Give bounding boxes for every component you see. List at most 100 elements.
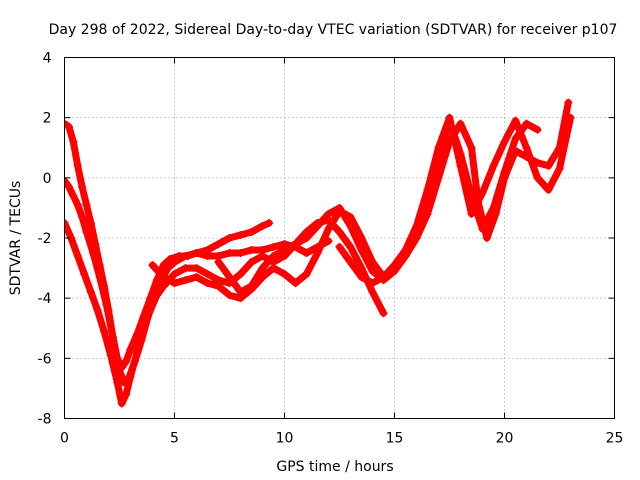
data-point-marker	[236, 249, 245, 258]
data-point-marker	[555, 164, 564, 173]
data-point-marker	[533, 173, 542, 182]
data-point-marker	[64, 182, 73, 191]
data-point-marker	[489, 161, 498, 170]
data-point-marker	[412, 221, 421, 230]
data-point-marker	[78, 212, 87, 221]
data-point-marker	[564, 98, 573, 107]
data-point-marker	[82, 227, 91, 236]
data-point-marker	[544, 161, 553, 170]
data-point-marker	[89, 249, 98, 258]
x-axis-label: GPS time / hours	[276, 459, 393, 475]
data-point-marker	[236, 288, 245, 297]
data-point-marker	[302, 234, 311, 242]
data-point-marker	[236, 230, 245, 239]
data-point-marker	[269, 264, 278, 273]
data-point-marker	[368, 279, 377, 288]
data-point-marker	[159, 282, 168, 291]
data-point-marker	[302, 270, 311, 279]
data-point-marker	[346, 243, 355, 252]
data-point-marker	[265, 218, 274, 227]
data-point-marker	[522, 143, 531, 152]
y-tick-label: -4	[38, 291, 52, 307]
data-point-marker	[467, 143, 476, 152]
data-point-marker	[203, 270, 212, 279]
y-tick-label: -6	[38, 351, 52, 367]
data-point-marker	[170, 270, 179, 279]
data-point-marker	[368, 267, 377, 276]
data-point-marker	[170, 258, 179, 267]
x-tick-label: 20	[496, 431, 514, 447]
data-point-marker	[335, 203, 344, 212]
data-point-marker	[478, 188, 487, 197]
data-point-marker	[423, 209, 432, 218]
data-point-marker	[511, 116, 520, 125]
data-point-marker	[80, 270, 89, 279]
data-point-marker	[491, 209, 500, 218]
data-point-marker	[192, 264, 201, 273]
data-point-marker	[247, 227, 256, 236]
data-point-marker	[82, 200, 91, 209]
data-point-marker	[544, 185, 553, 194]
data-point-marker	[324, 224, 333, 233]
data-point-marker	[181, 276, 190, 285]
data-point-marker	[73, 161, 82, 170]
data-point-marker	[335, 243, 344, 252]
data-point-marker	[64, 218, 69, 227]
data-point-marker	[280, 270, 289, 279]
data-point-marker	[269, 243, 278, 252]
data-point-marker	[280, 246, 289, 255]
data-point-marker	[69, 137, 78, 146]
data-point-marker	[126, 372, 135, 381]
series-track-6	[335, 113, 575, 288]
data-point-marker	[126, 345, 135, 354]
data-point-marker	[225, 249, 234, 258]
data-point-marker	[456, 119, 465, 128]
data-point-marker	[203, 252, 212, 261]
data-point-marker	[203, 279, 212, 288]
data-point-marker	[357, 273, 366, 282]
data-point-marker	[566, 113, 575, 122]
data-point-marker	[379, 273, 388, 282]
data-point-marker	[456, 161, 465, 170]
y-tick-label: 2	[43, 111, 52, 127]
data-point-marker	[117, 399, 126, 408]
data-point-marker	[148, 261, 157, 270]
data-point-marker	[122, 390, 131, 399]
axis-ticks: 0 5 10 15 20 25 -8 -6 -4 -2 0 2 4	[38, 51, 624, 447]
data-point-marker	[139, 324, 148, 333]
data-point-marker	[78, 182, 87, 191]
data-point-marker	[390, 261, 399, 270]
data-point-marker	[511, 146, 520, 155]
data-point-marker	[269, 252, 278, 261]
data-point-marker	[163, 264, 172, 273]
data-point-marker	[108, 333, 117, 342]
data-point-marker	[313, 221, 322, 230]
chart-title: Day 298 of 2022, Sidereal Day-to-day VTE…	[49, 22, 618, 38]
series-track-5	[214, 98, 573, 297]
data-point-marker	[64, 119, 69, 128]
data-point-marker	[324, 209, 333, 218]
data-point-marker	[152, 291, 161, 300]
data-point-marker	[181, 252, 190, 261]
x-tick-label: 10	[276, 431, 294, 447]
data-point-marker	[511, 134, 520, 143]
y-tick-label: -8	[38, 412, 52, 428]
data-point-marker	[258, 221, 267, 230]
data-point-marker	[102, 300, 111, 309]
data-point-marker	[159, 273, 168, 282]
x-tick-label: 5	[170, 431, 179, 447]
data-point-marker	[192, 273, 201, 282]
series-trace	[215, 99, 572, 296]
data-point-marker	[64, 176, 69, 185]
data-point-marker	[423, 185, 432, 194]
data-point-marker	[313, 249, 322, 258]
data-point-marker	[401, 246, 410, 255]
data-point-marker	[73, 252, 82, 261]
plot-frame	[64, 57, 615, 419]
data-point-marker	[291, 240, 300, 249]
data-point-marker	[192, 249, 201, 258]
data-point-marker	[434, 173, 443, 182]
data-point-marker	[95, 273, 104, 282]
data-point-marker	[73, 200, 82, 209]
data-point-marker	[225, 273, 234, 282]
